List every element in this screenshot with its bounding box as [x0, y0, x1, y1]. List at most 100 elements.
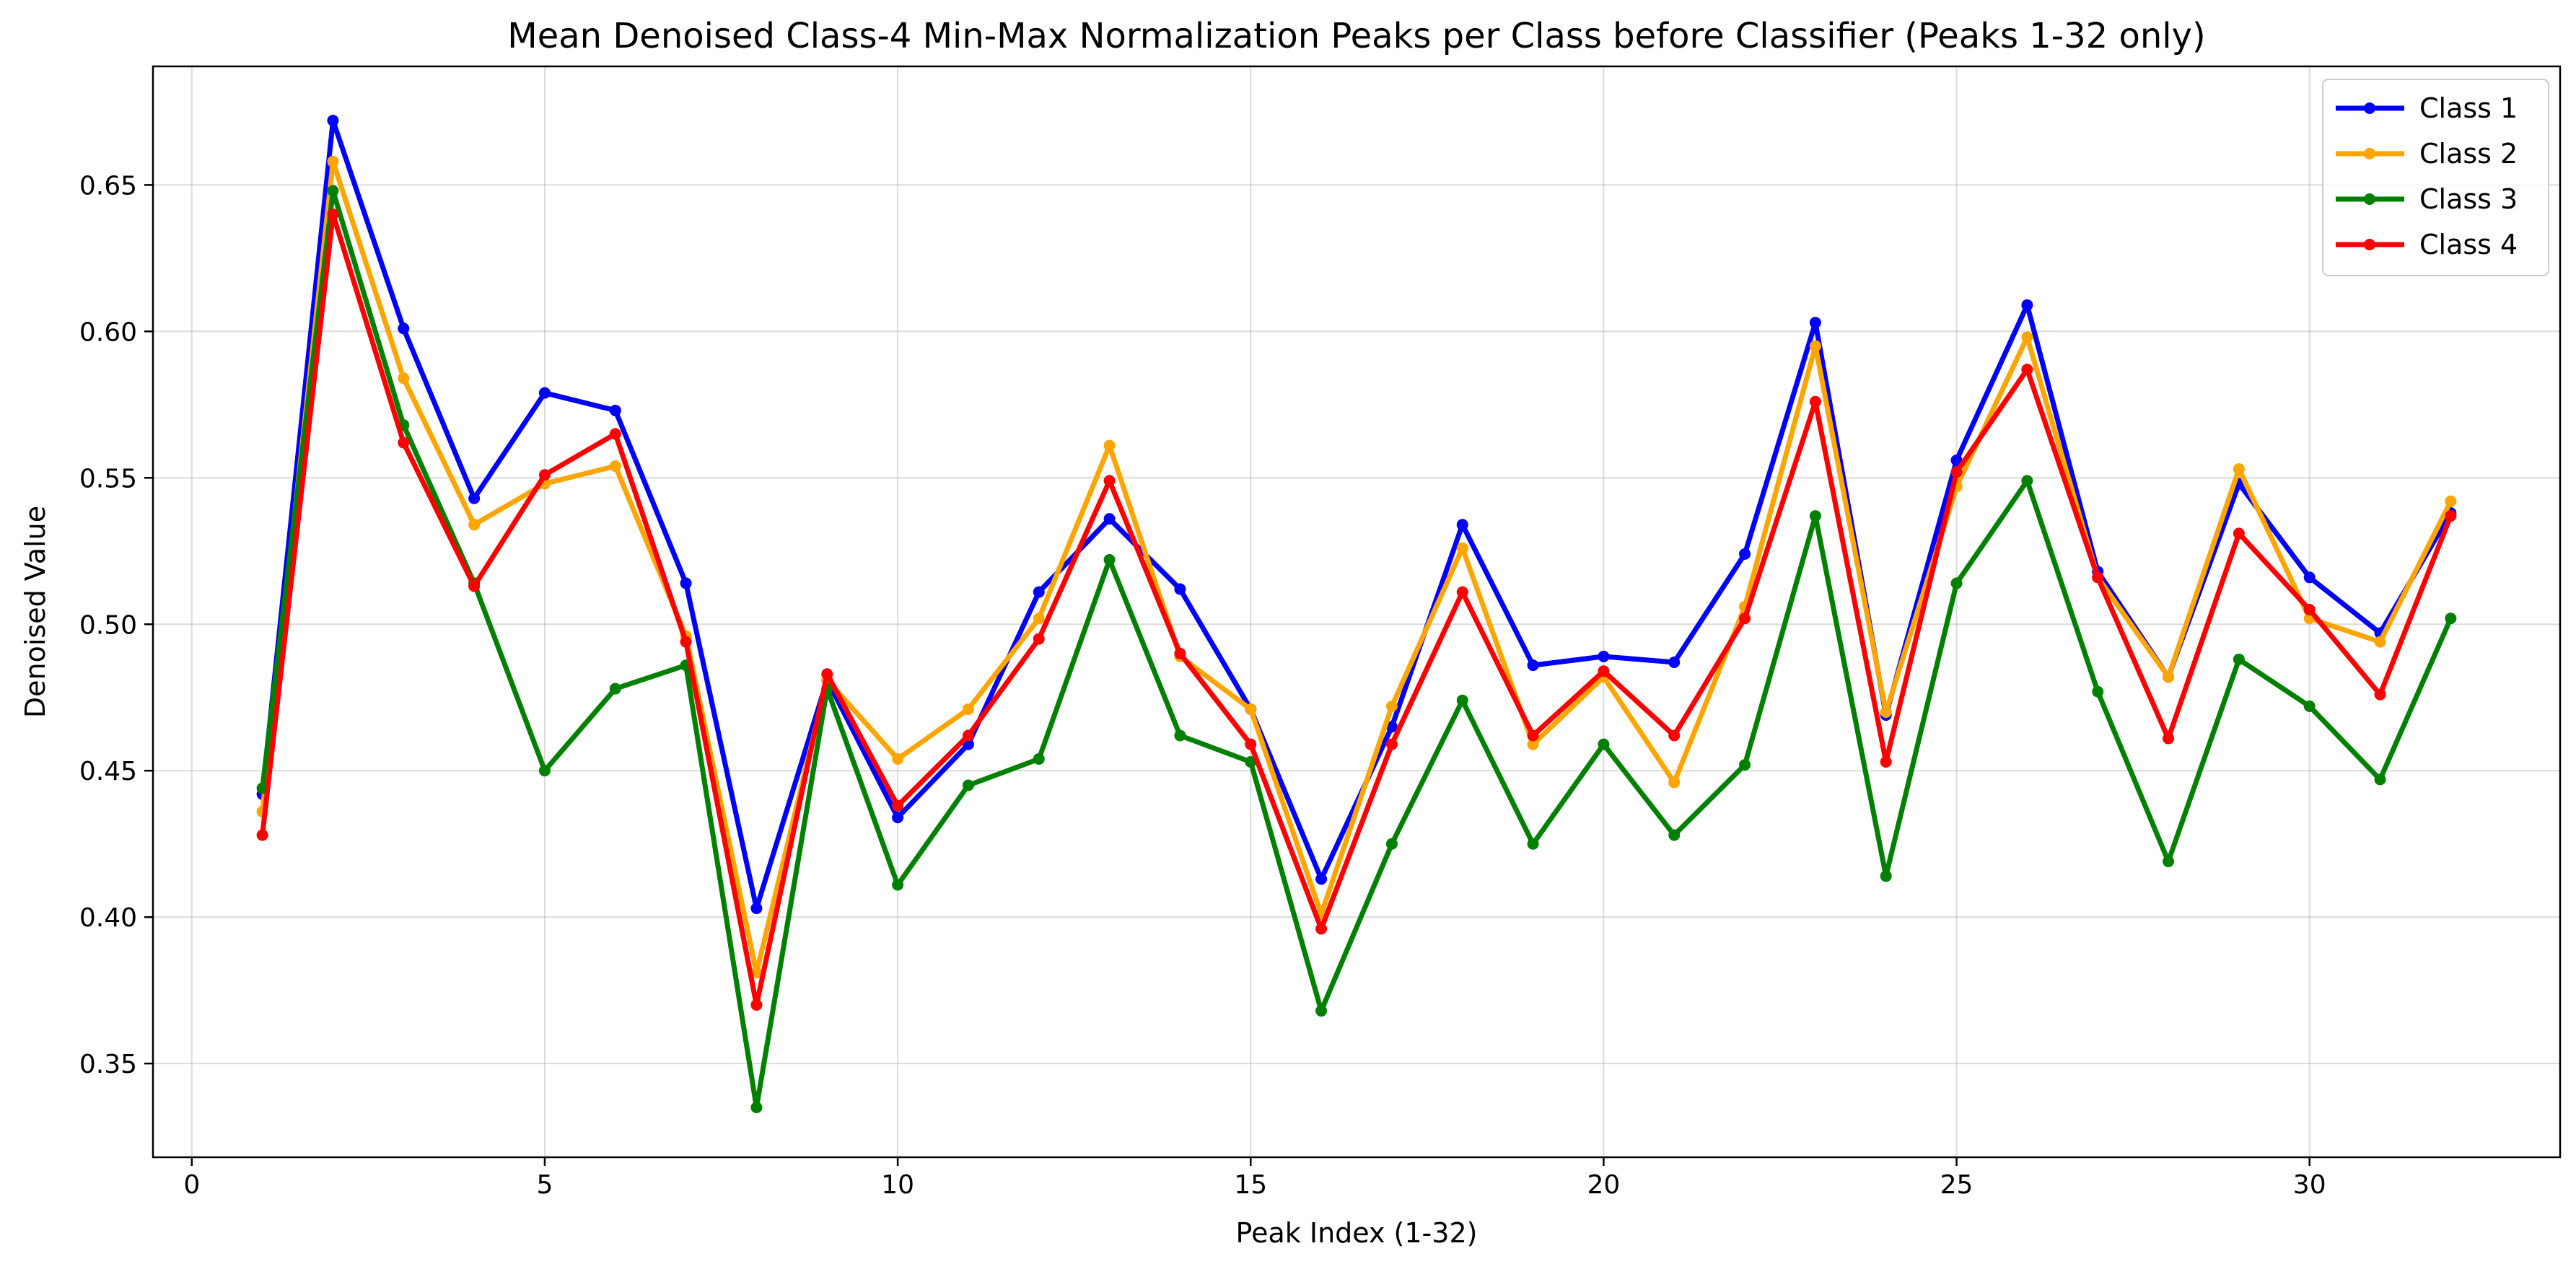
series-class-2 — [256, 155, 2457, 979]
data-point — [327, 155, 339, 167]
y-tick-label: 0.45 — [79, 757, 137, 786]
data-point — [892, 879, 904, 891]
data-point — [1809, 317, 1821, 329]
y-axis-label: Denoised Value — [19, 506, 51, 718]
data-point — [2092, 571, 2104, 584]
data-point — [892, 799, 904, 812]
data-point — [1527, 838, 1539, 850]
data-point — [1456, 586, 1468, 598]
data-point — [1385, 721, 1398, 733]
data-point — [750, 967, 763, 979]
data-point — [1880, 706, 1892, 719]
data-point — [2233, 653, 2245, 665]
data-point — [2021, 299, 2033, 311]
y-tick-label: 0.65 — [79, 171, 137, 201]
data-point — [1880, 756, 1892, 768]
data-point — [2021, 331, 2033, 343]
x-tick-label: 20 — [1587, 1170, 1620, 1200]
chart-title: Mean Denoised Class-4 Min-Max Normalizat… — [507, 16, 2205, 56]
data-point — [1668, 729, 1681, 742]
data-point — [750, 902, 763, 914]
series-line-class-3 — [260, 188, 2453, 1110]
data-point — [2233, 527, 2245, 540]
data-point — [1033, 752, 1045, 765]
data-point — [468, 492, 481, 504]
data-point — [2092, 685, 2104, 698]
data-point — [2021, 364, 2033, 376]
legend-marker — [2364, 148, 2375, 159]
data-point — [1598, 738, 1610, 750]
data-point — [1456, 542, 1468, 554]
data-point — [398, 436, 410, 449]
series-class-4 — [256, 208, 2457, 1011]
series-line-class-1 — [260, 118, 2453, 911]
data-point — [1598, 650, 1610, 662]
data-point — [538, 387, 551, 399]
data-point — [1385, 738, 1398, 750]
legend-marker — [2364, 239, 2375, 250]
data-point — [1456, 694, 1468, 706]
data-point — [1033, 586, 1045, 598]
x-tick-label: 5 — [537, 1170, 553, 1200]
legend-label: Class 3 — [2419, 183, 2518, 215]
y-tick-label: 0.50 — [79, 610, 137, 640]
legend-box — [2322, 79, 2549, 276]
y-tick-label: 0.40 — [79, 903, 137, 933]
data-point — [1245, 738, 1257, 750]
data-point — [538, 469, 551, 481]
data-point — [1668, 657, 1681, 669]
data-point — [1103, 553, 1116, 566]
series-line-class-2 — [260, 159, 2453, 975]
y-tick-label: 0.35 — [79, 1050, 137, 1079]
data-point — [609, 404, 621, 416]
legend-marker — [2364, 102, 2375, 114]
data-point — [1809, 340, 1821, 352]
data-point — [1668, 776, 1681, 789]
grid — [153, 66, 2560, 1157]
data-point — [2163, 671, 2175, 683]
x-tick-label: 25 — [1940, 1170, 1973, 1200]
data-point — [2163, 732, 2175, 745]
data-point — [327, 185, 339, 197]
series-layer — [256, 115, 2457, 1113]
data-point — [1950, 466, 1963, 478]
legend: Class 1 Class 2 Class 3 Class 4 — [2322, 79, 2549, 276]
y-tick-label: 0.55 — [79, 464, 137, 493]
data-point — [1103, 513, 1116, 525]
data-point — [2021, 475, 2033, 487]
data-point — [2374, 636, 2386, 648]
data-point — [1315, 1005, 1328, 1017]
legend-item-class-1: Class 1 — [2336, 92, 2518, 124]
data-point — [1739, 759, 1751, 771]
data-point — [1033, 613, 1045, 625]
data-point — [680, 636, 692, 648]
data-point — [2445, 495, 2457, 507]
x-axis-label: Peak Index (1-32) — [1236, 1217, 1478, 1249]
data-point — [1809, 395, 1821, 408]
data-point — [1174, 647, 1186, 659]
data-point — [468, 519, 481, 531]
data-point — [1315, 923, 1328, 935]
x-tick-label: 30 — [2293, 1170, 2326, 1200]
data-point — [1739, 613, 1751, 625]
data-point — [398, 322, 410, 335]
data-point — [1245, 756, 1257, 768]
data-point — [327, 208, 339, 220]
data-point — [1103, 475, 1116, 487]
plot-frame — [152, 65, 2562, 1159]
data-point — [609, 428, 621, 440]
legend-item-class-2: Class 2 — [2336, 138, 2518, 170]
data-point — [2233, 463, 2245, 475]
tick-layer: 0 5 10 15 20 25 30 0.35 0.40 0.45 0.50 0.55 0.60 0.65 — [79, 171, 2326, 1200]
series-class-3 — [256, 185, 2457, 1113]
data-point — [1668, 829, 1681, 841]
data-point — [256, 829, 268, 841]
legend-label: Class 2 — [2419, 138, 2518, 170]
data-point — [962, 779, 974, 791]
y-tick-label: 0.60 — [79, 317, 137, 347]
x-tick-label: 15 — [1234, 1170, 1267, 1200]
data-point — [1315, 873, 1328, 885]
data-point — [1809, 510, 1821, 522]
data-point — [2303, 700, 2316, 712]
